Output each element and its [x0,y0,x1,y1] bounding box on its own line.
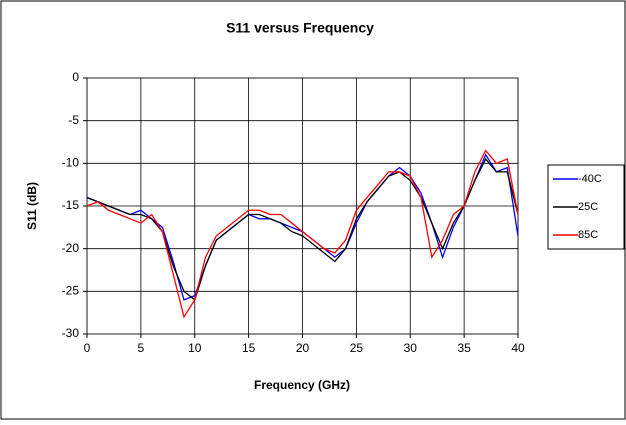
legend-label: -40C [578,173,602,185]
y-tick-label: -5 [68,113,79,127]
x-tick-label: 0 [84,341,91,355]
series-line [86,149,519,319]
x-tick-label: 35 [457,341,471,355]
x-tick-label: 5 [138,341,145,355]
y-tick-label: -25 [62,284,80,298]
x-tick-label: 25 [350,341,364,355]
x-tick-label: 15 [242,341,256,355]
x-tick-label: 30 [404,341,418,355]
x-tick-label: 40 [511,341,525,355]
y-axis-label: S11 (dB) [25,182,39,230]
legend-label: 25C [578,201,598,213]
x-axis-label: Frequency (GHz) [254,378,350,392]
y-tick-label: -20 [62,241,80,255]
y-tick-label: 0 [72,70,79,84]
y-tick-label: -15 [62,198,80,212]
y-tick-label: -30 [62,326,80,340]
y-tick-label: -10 [62,156,80,170]
x-tick-label: 20 [296,341,310,355]
series-line [86,157,519,301]
chart-title: S11 versus Frequency [226,20,374,36]
x-tick-label: 10 [188,341,202,355]
legend-label: 85C [578,229,598,241]
